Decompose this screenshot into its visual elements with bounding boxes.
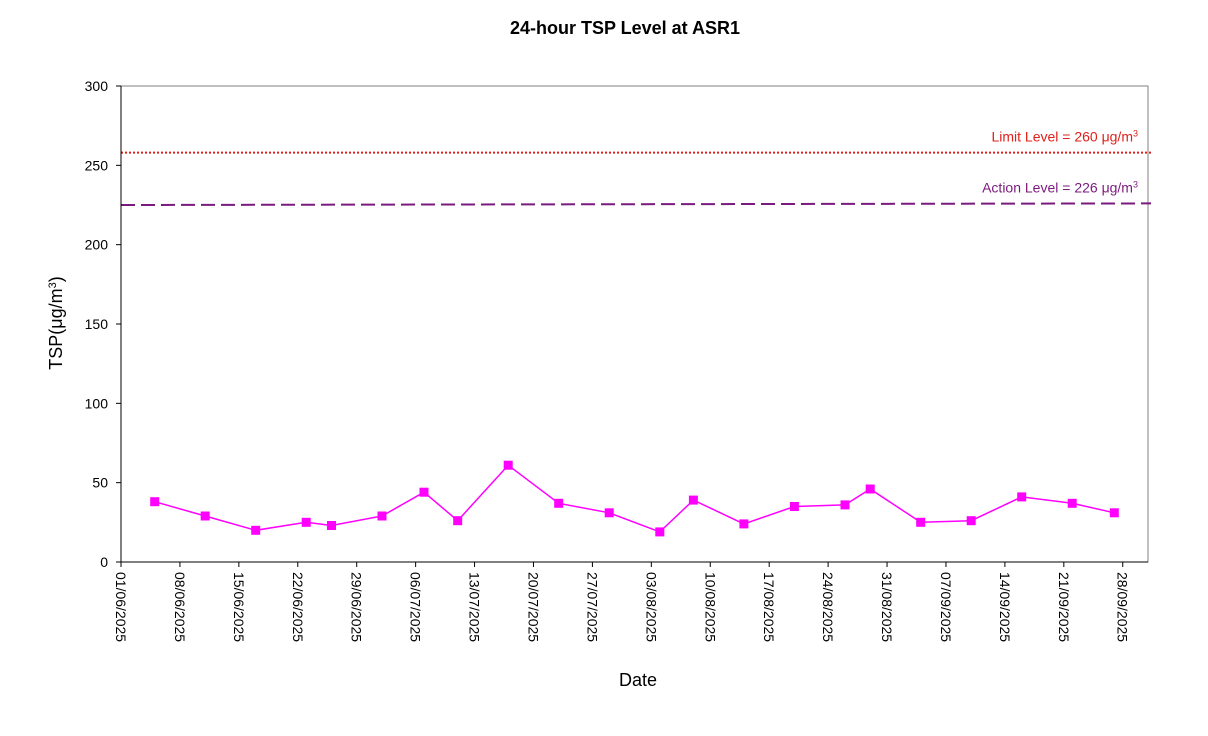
x-tick-label: 06/07/2025: [408, 572, 424, 642]
y-tick-label: 0: [100, 554, 108, 570]
series-line: [154, 464, 1115, 533]
x-tick-label: 29/06/2025: [349, 572, 365, 642]
x-tick-label: 14/09/2025: [997, 572, 1013, 642]
x-tick-label: 31/08/2025: [879, 572, 895, 642]
data-point-marker: [1017, 492, 1027, 502]
y-tick-label: 200: [85, 237, 109, 253]
x-tick-label: 13/07/2025: [467, 572, 483, 642]
x-tick-label: 08/06/2025: [172, 572, 188, 642]
x-tick-label: 17/08/2025: [761, 572, 777, 642]
x-tick-label: 03/08/2025: [643, 572, 659, 642]
data-point-marker: [377, 511, 387, 521]
x-tick-label: 07/09/2025: [938, 572, 954, 642]
x-axis-title: Date: [619, 670, 657, 690]
data-point-marker: [453, 516, 463, 526]
y-axis: 0 50 100 150 200 250 300: [85, 78, 122, 570]
x-tick-label: 21/09/2025: [1056, 572, 1072, 642]
data-point-marker: [301, 517, 311, 527]
x-tick-label: 28/09/2025: [1115, 572, 1131, 642]
x-tick-label: 22/06/2025: [290, 572, 306, 642]
data-point-marker: [150, 497, 160, 507]
x-tick-label: 10/08/2025: [702, 572, 718, 642]
x-tick-label: 15/06/2025: [231, 572, 247, 642]
series-layer: [150, 460, 1119, 537]
data-point-marker: [327, 521, 336, 530]
plot-area-border: [120, 85, 1149, 563]
y-tick-label: 300: [85, 78, 109, 94]
data-point-marker: [604, 508, 614, 518]
data-point-marker: [789, 502, 799, 511]
data-point-marker: [251, 525, 261, 535]
data-point-marker: [840, 500, 850, 510]
y-tick-label: 50: [92, 475, 108, 491]
data-point-marker: [419, 487, 429, 497]
x-tick-label: 01/06/2025: [113, 572, 129, 642]
data-point-marker: [688, 495, 698, 505]
action-level-label: Action Level = 226 μg/m3: [982, 179, 1138, 195]
y-axis-title: TSP(μg/m3): [46, 276, 66, 370]
data-point-marker: [1067, 498, 1077, 508]
data-point-marker: [554, 498, 564, 508]
x-tick-label: 27/07/2025: [584, 572, 600, 642]
action-level-line: [120, 202, 1152, 206]
data-point-marker: [1109, 508, 1119, 518]
data-point-marker: [739, 519, 749, 529]
data-point-marker: [200, 511, 210, 521]
data-point-marker: [503, 460, 513, 470]
x-tick-label: 24/08/2025: [820, 572, 836, 642]
plot-frame: [120, 85, 1149, 563]
reference-lines: Limit Level = 260 μg/m3 Action Level = 22…: [120, 129, 1152, 206]
y-tick-label: 150: [85, 316, 109, 332]
data-point-marker: [655, 527, 665, 537]
x-tick-label: 20/07/2025: [525, 572, 541, 642]
x-axis: 01/06/2025 08/06/2025 15/06/2025 22/06/2025…: [113, 561, 1148, 642]
y-tick-label: 250: [85, 157, 109, 173]
chart-title: 24-hour TSP Level at ASR1: [510, 18, 740, 38]
data-point-marker: [916, 517, 926, 527]
limit-level-label: Limit Level = 260 μg/m3: [991, 129, 1138, 145]
data-point-marker: [966, 516, 976, 526]
data-point-marker: [865, 484, 875, 494]
y-tick-label: 100: [85, 395, 109, 411]
